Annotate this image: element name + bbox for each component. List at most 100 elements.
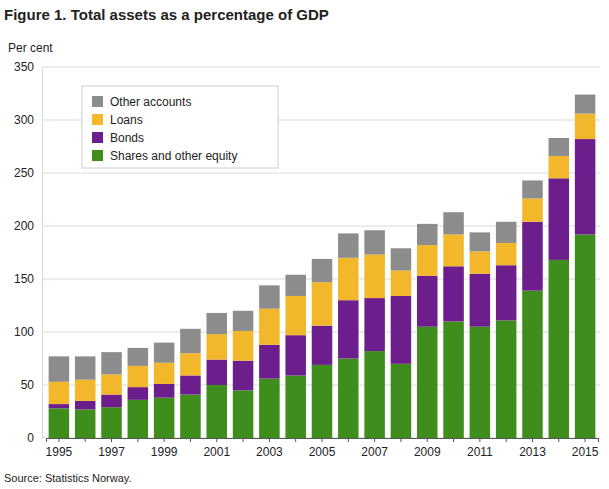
x-tick-mark	[374, 438, 375, 442]
x-tick: 1997	[98, 438, 125, 459]
series	[49, 139, 596, 409]
x-tick-label: 1995	[46, 445, 73, 459]
x-tick-mark	[558, 438, 559, 442]
bar-segment	[285, 375, 306, 438]
y-tick: 50	[21, 378, 42, 392]
x-tick-mark	[585, 438, 586, 442]
x-axis: 1995199719992001200320052007200920112013…	[46, 438, 599, 459]
bar-segment	[549, 156, 570, 178]
x-tick	[295, 438, 296, 442]
bar-segment	[338, 359, 359, 439]
y-tick-label: 200	[14, 219, 34, 233]
bar-segment	[233, 311, 254, 331]
x-tick-mark	[400, 438, 401, 442]
bar-segment	[128, 366, 149, 387]
bar-segment	[75, 401, 96, 409]
bar-segment	[575, 234, 596, 438]
y-axis-line	[42, 68, 43, 439]
x-tick-mark	[164, 438, 165, 442]
x-tick-mark	[295, 438, 296, 442]
bar-segment	[206, 360, 227, 385]
y-tick-label: 50	[21, 378, 35, 392]
x-tick: 2003	[256, 438, 283, 459]
x-tick-mark	[348, 438, 349, 442]
x-tick: 2013	[519, 438, 546, 459]
bar-segment	[101, 395, 122, 408]
legend-box	[82, 86, 278, 168]
x-tick	[137, 438, 138, 442]
bar-segment	[49, 404, 70, 408]
bar-segment	[443, 234, 464, 266]
bar-segment	[154, 363, 175, 384]
bar-segment	[180, 375, 201, 394]
bar-segment	[470, 274, 491, 327]
x-tick-label: 1997	[98, 445, 125, 459]
legend-label: Shares and other equity	[110, 149, 237, 163]
legend-swatch	[92, 132, 103, 143]
bar-segment	[496, 243, 517, 265]
bar-segment	[75, 409, 96, 438]
y-tick: 100	[14, 325, 42, 339]
bar-segment	[391, 248, 412, 270]
x-tick: 2001	[203, 438, 230, 459]
x-axis-line	[47, 439, 599, 443]
bar-segment	[49, 356, 70, 381]
bar-segment	[285, 296, 306, 335]
bar-segment	[312, 282, 333, 325]
x-tick-mark	[58, 438, 59, 442]
x-tick-label: 2001	[203, 445, 230, 459]
bar-segment	[364, 255, 385, 298]
y-tick: 300	[14, 113, 42, 127]
bar-segment	[417, 245, 438, 276]
bar-segment	[417, 327, 438, 438]
bar-segment	[549, 138, 570, 156]
y-tick: 150	[14, 272, 42, 286]
bar-segment	[233, 390, 254, 438]
bar-segment	[338, 300, 359, 358]
series	[49, 234, 596, 438]
bar-segment	[443, 266, 464, 321]
bar-segment	[575, 114, 596, 139]
bar-segment	[391, 296, 412, 364]
title: Figure 1. Total assets as a percentage o…	[4, 6, 329, 23]
legend-swatch	[92, 96, 103, 107]
bar-segment	[391, 364, 412, 438]
x-tick	[85, 438, 86, 442]
bar-segment	[338, 233, 359, 257]
x-tick-label: 2015	[572, 445, 599, 459]
bar-segment	[206, 313, 227, 334]
y-tick: 350	[14, 60, 42, 74]
x-tick-label: 2005	[309, 445, 336, 459]
y-tick-label: 350	[14, 60, 34, 74]
x-tick	[348, 438, 349, 442]
bar-segment	[549, 260, 570, 438]
bar-segment	[259, 309, 280, 345]
y-tick: 250	[14, 166, 42, 180]
x-tick	[506, 438, 507, 442]
bar-segment	[364, 230, 385, 254]
bar-segment	[49, 408, 70, 438]
bar-segment	[496, 222, 517, 243]
bar-segment	[364, 298, 385, 351]
grid-line	[42, 67, 600, 68]
x-tick-mark	[322, 438, 323, 442]
bar-segment	[285, 335, 306, 375]
bar-segment	[128, 400, 149, 438]
bar-segment	[128, 348, 149, 366]
bar-segment	[522, 198, 543, 221]
bar-segment	[312, 365, 333, 438]
x-tick: 1995	[46, 438, 73, 459]
x-tick-mark	[427, 438, 428, 442]
bar-segment	[233, 331, 254, 361]
x-tick-label: 1999	[151, 445, 178, 459]
x-tick-mark	[479, 438, 480, 442]
x-tick-label: 2003	[256, 445, 283, 459]
legend-label: Bonds	[110, 131, 144, 145]
bar-segment	[338, 258, 359, 300]
x-tick-label: 2013	[519, 445, 546, 459]
bar-segment	[101, 352, 122, 374]
x-tick-label: 2011	[467, 445, 493, 459]
x-tick-mark	[111, 438, 112, 442]
x-tick-label: 2007	[361, 445, 388, 459]
x-tick-mark	[137, 438, 138, 442]
